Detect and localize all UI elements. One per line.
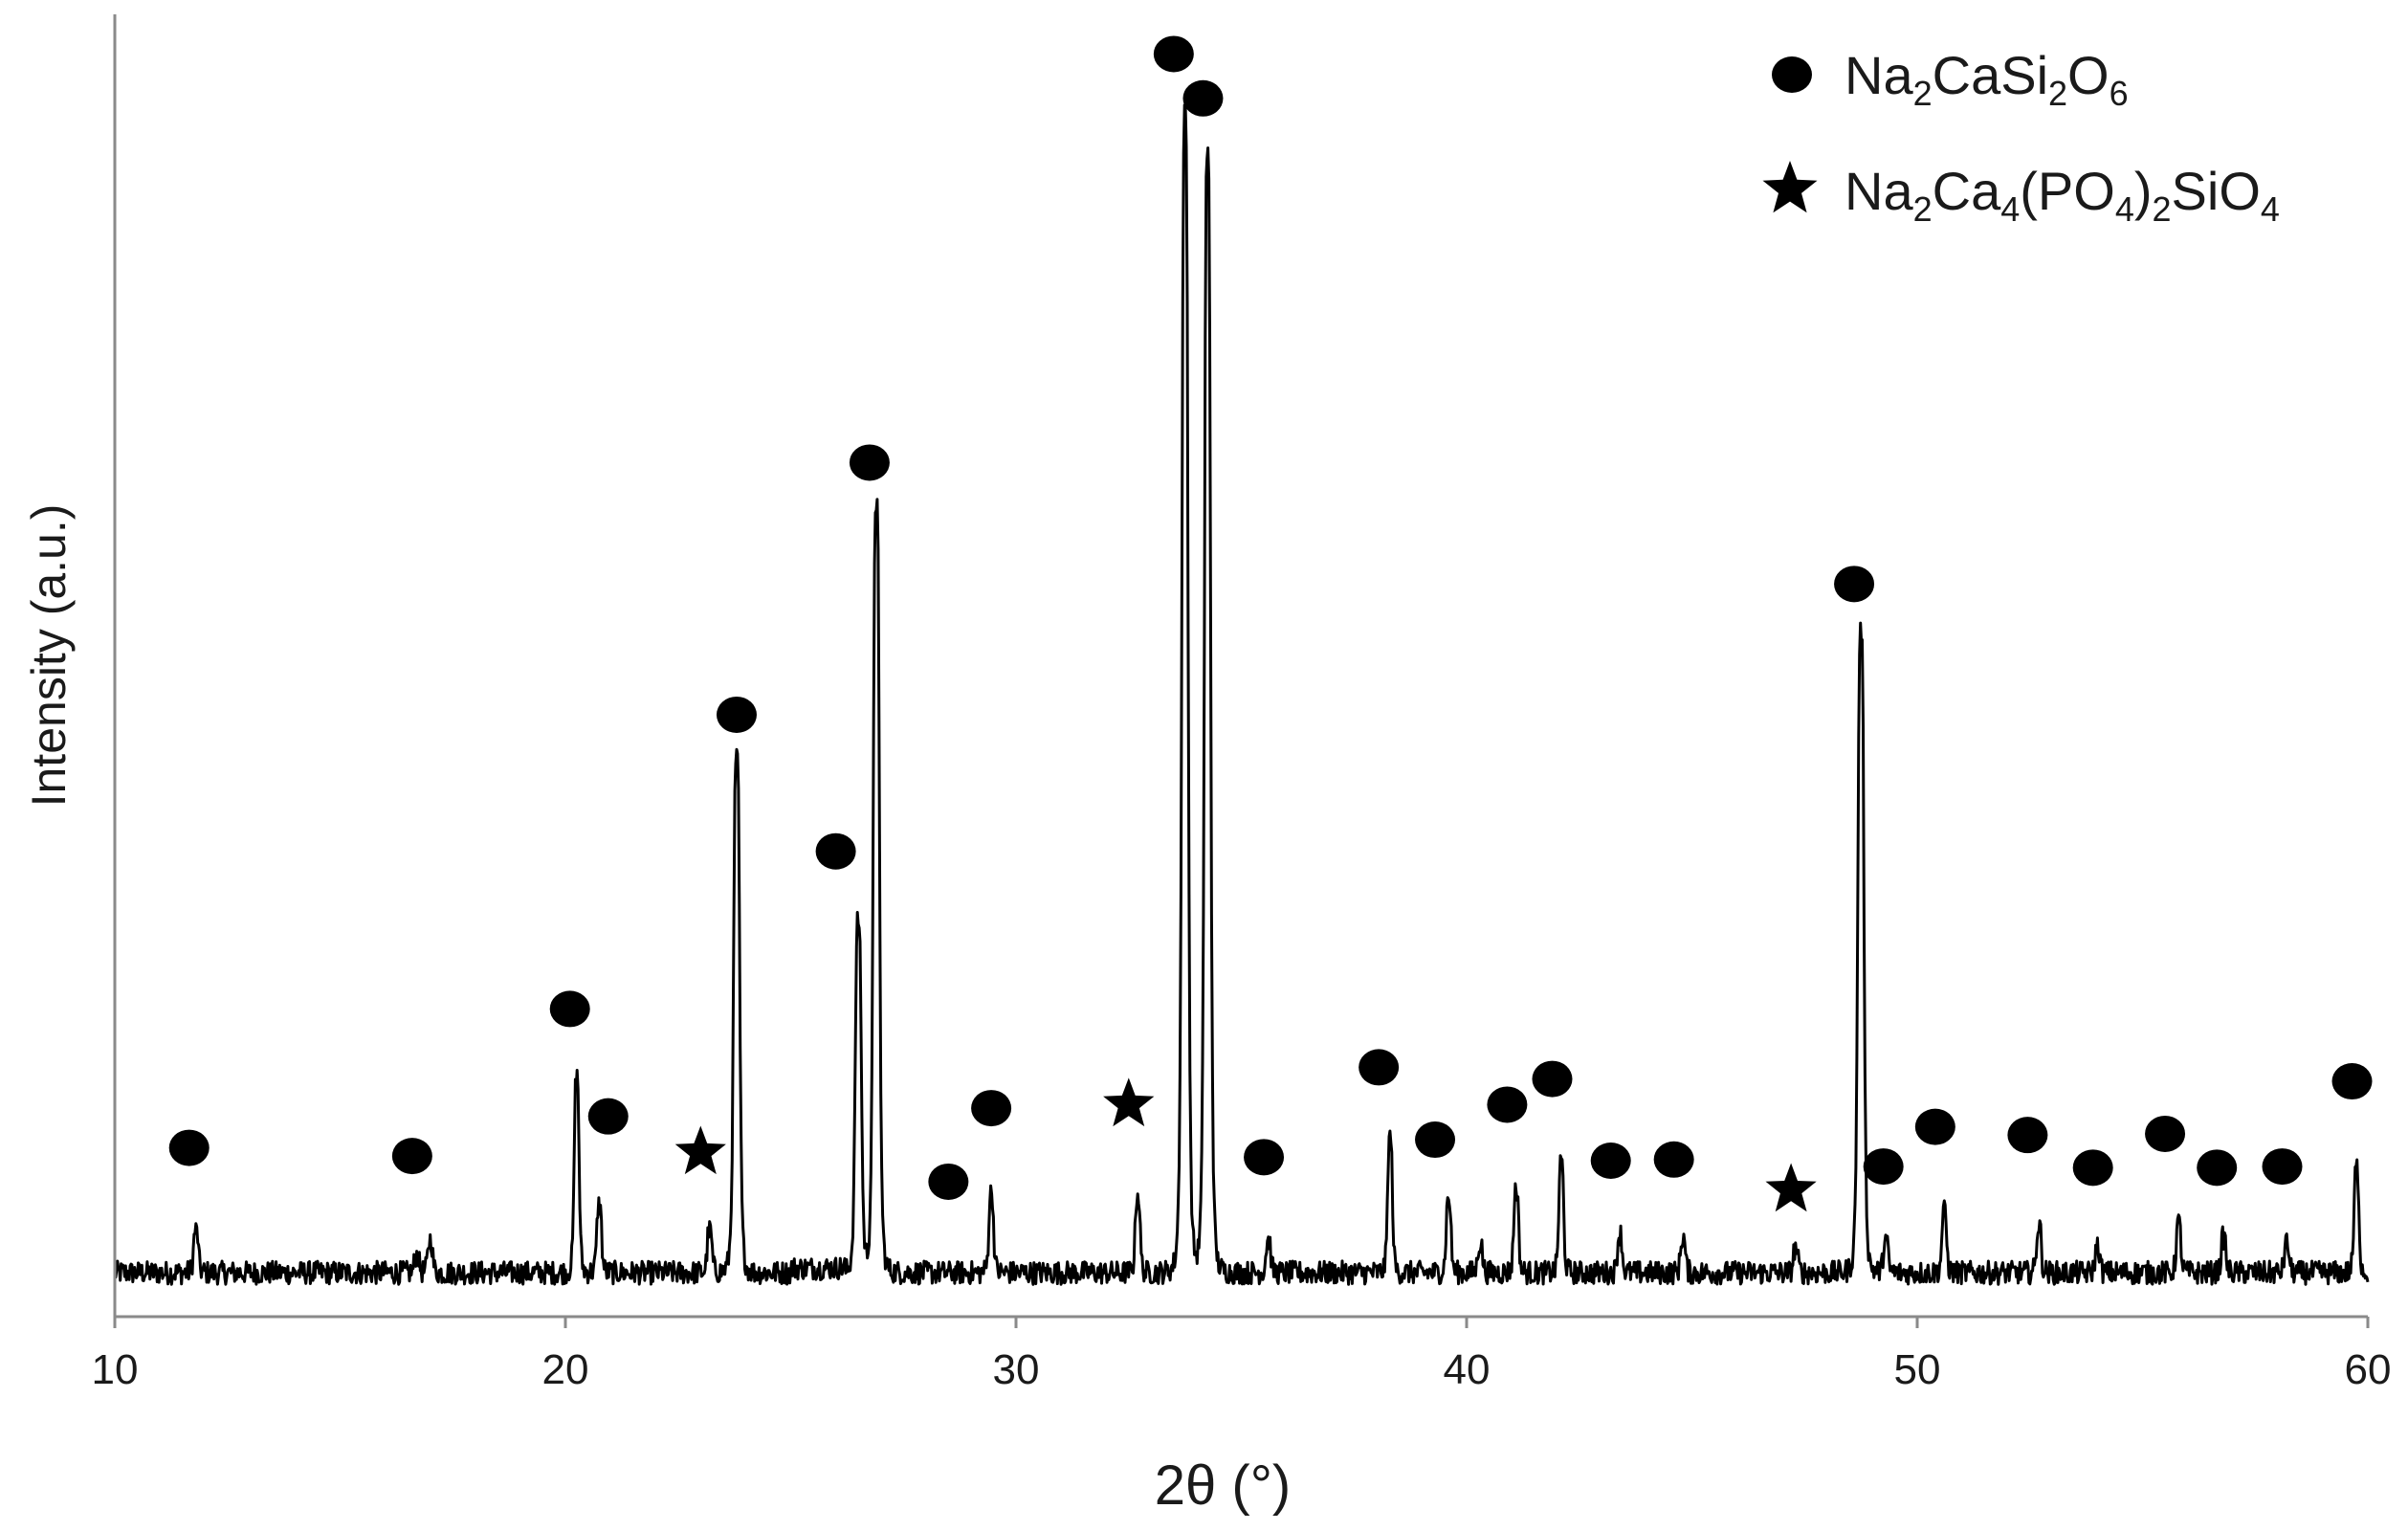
x-tick-label: 50 xyxy=(1894,1346,1941,1393)
x-tick-labels: 10 20 30 40 50 60 xyxy=(92,1346,2392,1393)
peak-marker-star xyxy=(1103,1077,1155,1127)
legend-label-circle: Na2CaSi2O6 xyxy=(1845,45,2129,113)
peak-marker-circle xyxy=(1914,1108,1955,1145)
legend-star-marker xyxy=(1762,161,1818,213)
axes xyxy=(113,14,2370,1328)
x-tick-label: 60 xyxy=(2345,1346,2392,1393)
peak-marker-circle xyxy=(2197,1149,2238,1187)
legend-entry-circle: Na2CaSi2O6 xyxy=(1772,45,2129,113)
peak-marker-circle xyxy=(587,1098,629,1135)
peak-marker-circle xyxy=(1653,1141,1694,1178)
peak-marker-circle xyxy=(1359,1049,1400,1086)
legend-circle-marker xyxy=(1772,56,1812,93)
peak-marker-circle xyxy=(971,1090,1012,1127)
peak-marker-circle xyxy=(549,990,590,1028)
x-tick-label: 40 xyxy=(1444,1346,1491,1393)
peak-marker-circle xyxy=(1532,1060,1573,1098)
x-axis-title: 2θ (°) xyxy=(1155,1454,1291,1517)
peak-marker-circle xyxy=(1590,1143,1631,1179)
peak-marker-circle xyxy=(391,1138,432,1175)
plot-area xyxy=(113,103,2370,1286)
peak-marker-circle xyxy=(849,444,890,481)
legend: Na2CaSi2O6 Na2Ca4(PO4)2SiO4 xyxy=(1762,45,2280,229)
legend-label-star: Na2Ca4(PO4)2SiO4 xyxy=(1845,161,2280,229)
peak-marker-circle xyxy=(168,1129,210,1166)
peak-marker-circle xyxy=(2145,1115,2186,1152)
peak-marker-circle xyxy=(2072,1149,2113,1187)
peak-markers xyxy=(168,35,2373,1212)
peak-marker-star xyxy=(674,1125,726,1175)
peak-marker-circle xyxy=(2007,1117,2048,1154)
peak-marker-circle xyxy=(1487,1086,1528,1123)
x-tick-label: 30 xyxy=(993,1346,1040,1393)
xrd-pattern-line xyxy=(113,103,2370,1286)
peak-marker-circle xyxy=(928,1163,969,1200)
x-tick-label: 20 xyxy=(542,1346,589,1393)
peak-marker-circle xyxy=(1182,79,1224,117)
peak-marker-circle xyxy=(1863,1148,1904,1186)
peak-marker-circle xyxy=(2262,1148,2303,1186)
legend-entry-star: Na2Ca4(PO4)2SiO4 xyxy=(1762,161,2280,229)
peak-marker-circle xyxy=(1415,1121,1456,1159)
peak-marker-star xyxy=(1765,1163,1817,1212)
peak-marker-circle xyxy=(2331,1063,2373,1100)
peak-marker-circle xyxy=(1153,35,1194,73)
peak-marker-circle xyxy=(1244,1139,1285,1176)
y-axis-title: Intensity (a.u.) xyxy=(22,504,76,808)
peak-marker-circle xyxy=(1834,566,1875,603)
peak-marker-circle xyxy=(815,832,856,870)
x-tick-label: 10 xyxy=(92,1346,139,1393)
peak-marker-circle xyxy=(716,696,757,733)
